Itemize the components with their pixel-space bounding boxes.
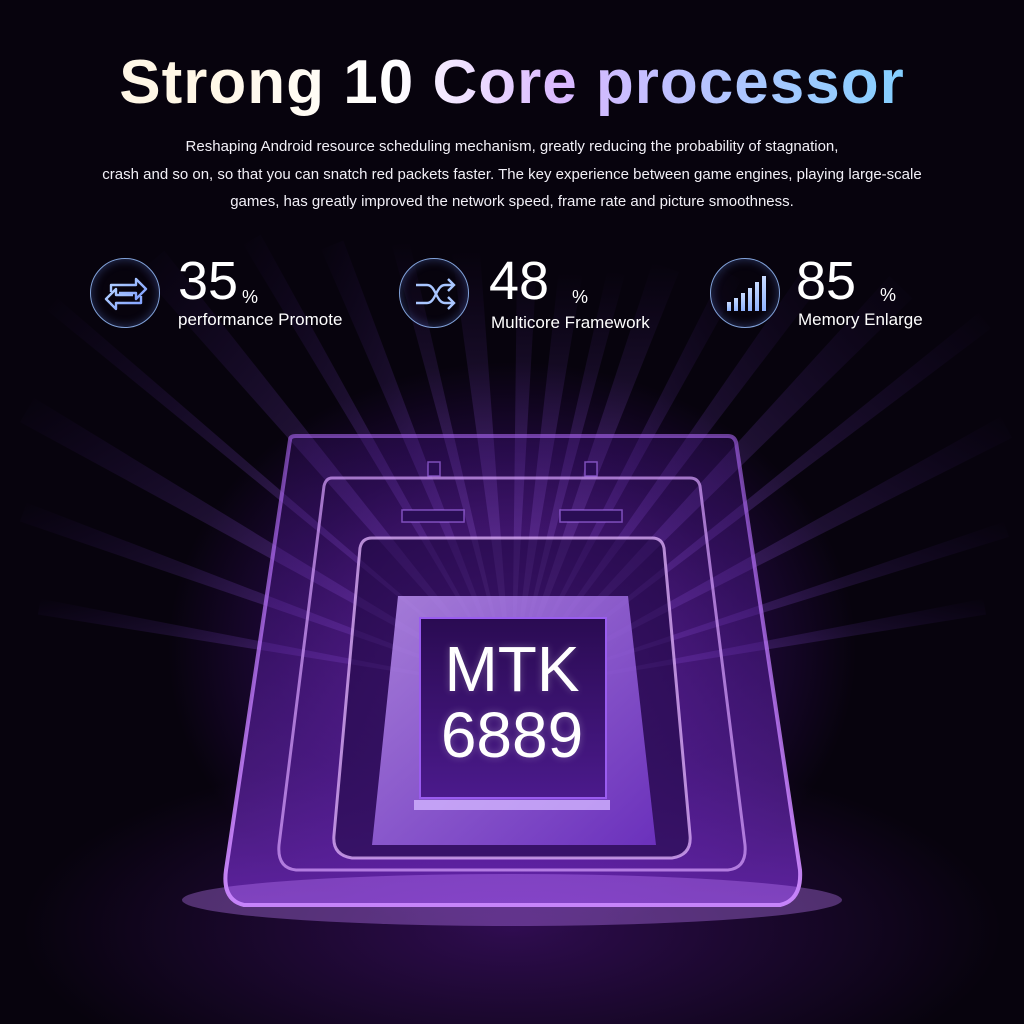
stat-label: Multicore Framework xyxy=(491,313,650,332)
stat-value: 35 xyxy=(178,251,239,311)
stat-value: 85 xyxy=(796,251,857,311)
chip-die-core xyxy=(419,617,607,799)
stat-unit: % xyxy=(572,287,589,307)
shuffle-icon xyxy=(399,258,469,328)
page-title: Strong 10 Core processor xyxy=(0,46,1024,120)
signal-bars-icon xyxy=(710,258,780,328)
description-line: Reshaping Android resource scheduling me… xyxy=(185,138,839,155)
description-line: crash and so on, so that you can snatch … xyxy=(102,165,922,183)
stat-unit: % xyxy=(242,287,259,307)
chip-label: MTK 6889 xyxy=(412,636,612,768)
stat-label: Memory Enlarge xyxy=(798,310,923,329)
stat-performance: 35 % performance Promote xyxy=(90,251,380,334)
stat-value: 48 xyxy=(489,251,550,311)
chip-slots xyxy=(401,461,623,523)
chip-middle-frame xyxy=(277,476,747,872)
stat-label: performance Promote xyxy=(178,310,343,329)
chip-brand: MTK xyxy=(444,633,580,705)
stat-multicore: 48 % Multicore Framework xyxy=(399,251,679,334)
swap-arrows-icon xyxy=(90,258,160,328)
description: Reshaping Android resource scheduling me… xyxy=(20,133,1004,216)
description-line: games, has greatly improved the network … xyxy=(230,193,794,210)
chip-model: 6889 xyxy=(440,699,584,771)
stat-unit: % xyxy=(880,285,897,305)
stat-memory: 85 % Memory Enlarge xyxy=(710,251,970,334)
